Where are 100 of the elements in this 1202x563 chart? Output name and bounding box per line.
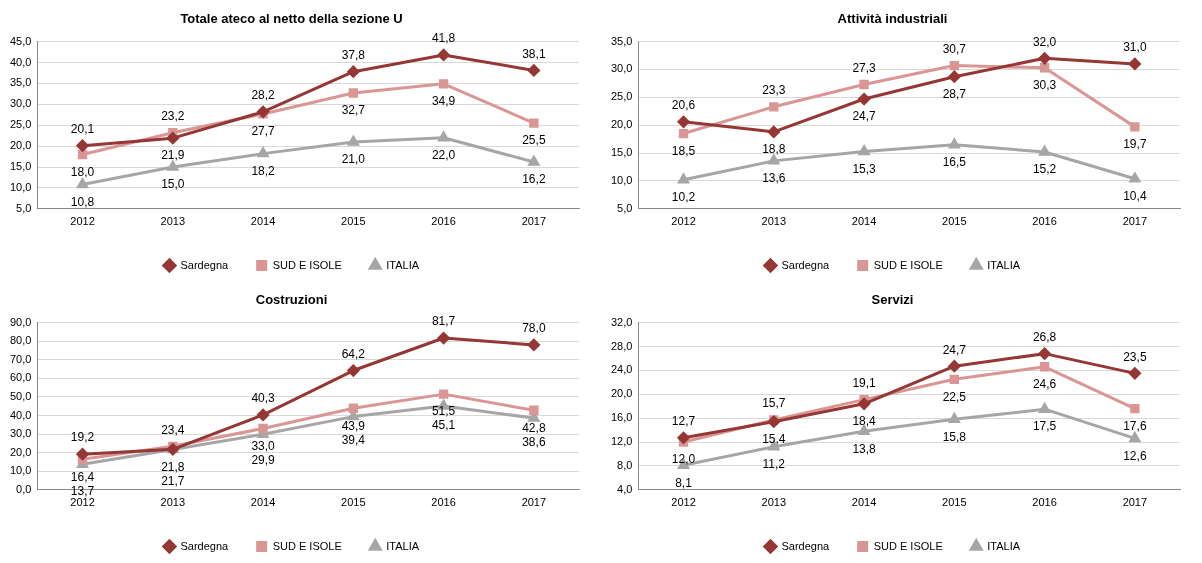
data-label: 33,0 [251,438,276,453]
x-tick-label: 2016 [431,496,456,509]
y-tick-label: 40,0 [9,55,32,68]
data-label: 21,0 [341,152,366,167]
y-tick-label: 15,0 [9,160,32,173]
x-tick-label: 2014 [250,496,276,509]
data-label: 29,9 [251,452,276,467]
data-label: 20,1 [70,121,95,136]
y-tick-label: 60,0 [9,371,32,384]
x-tick-label: 2017 [1122,215,1148,228]
y-tick-label: 10,0 [9,180,32,193]
x-tick-label: 2017 [1122,496,1148,509]
y-tick-label: 5,0 [617,201,633,214]
data-label: 34,9 [431,94,456,109]
x-tick-label: 2014 [851,496,877,509]
legend-label: Sardegna [180,539,230,552]
data-label: 24,7 [942,342,967,357]
y-tick-label: 30,0 [9,427,32,440]
data-label: 25,5 [522,133,546,148]
data-label: 15,0 [161,177,185,192]
data-label: 32,0 [1032,34,1057,49]
data-label: 45,1 [431,418,456,433]
x-tick-label: 2016 [1032,496,1057,509]
data-label: 10,2 [671,190,696,205]
data-label: 28,7 [942,87,967,102]
data-label: 32,7 [341,103,366,118]
x-tick-label: 2015 [341,215,366,228]
data-label: 15,3 [852,161,877,176]
y-tick-label: 45,0 [9,34,32,47]
y-tick-label: 90,0 [9,315,32,328]
y-tick-label: 10,0 [9,464,32,477]
data-label: 24,6 [1032,377,1057,392]
data-label: 20,6 [671,98,696,113]
data-label: 23,3 [762,83,786,98]
x-tick-label: 2014 [851,215,877,228]
x-tick-label: 2012 [70,496,95,509]
data-label: 24,7 [852,109,877,124]
x-tick-label: 2013 [160,215,186,228]
data-label: 81,7 [431,314,456,329]
data-label: 28,2 [251,88,276,103]
x-tick-label: 2012 [671,496,696,509]
data-label: 18,5 [671,143,696,158]
chart-title: Totale ateco al netto della sezione U [180,11,403,27]
x-tick-label: 2016 [1032,215,1057,228]
data-label: 21,8 [161,459,185,474]
y-tick-label: 24,0 [610,363,633,376]
x-tick-label: 2012 [70,215,95,228]
y-tick-label: 80,0 [9,334,32,347]
legend-label: ITALIA [987,539,1021,552]
data-label: 18,0 [70,164,95,179]
data-label: 78,0 [522,321,546,336]
y-tick-label: 35,0 [9,76,32,89]
legend-label: ITALIA [987,258,1021,271]
y-tick-label: 4,0 [617,482,633,495]
y-tick-label: 15,0 [610,146,633,159]
legend-label: SUD E ISOLE [873,258,943,271]
data-label: 10,8 [70,194,95,209]
y-tick-label: 20,0 [9,445,32,458]
data-label: 12,7 [671,414,696,429]
chart-title: Costruzioni [255,292,328,308]
data-label: 12,0 [671,452,696,467]
y-tick-label: 12,0 [610,435,633,448]
x-tick-label: 2015 [341,496,366,509]
data-label: 23,4 [161,422,185,437]
data-label: 11,2 [762,457,786,472]
y-tick-label: 25,0 [9,118,32,131]
chart-title: Attività industriali [837,11,948,27]
data-label: 23,2 [161,109,185,124]
data-label: 15,7 [762,396,786,411]
y-tick-label: 25,0 [610,90,633,103]
y-tick-label: 0,0 [16,482,32,495]
x-tick-label: 2017 [521,215,547,228]
data-label: 41,8 [431,31,456,46]
legend-label: ITALIA [386,258,420,271]
data-label: 22,5 [942,389,967,404]
y-tick-label: 16,0 [610,411,633,424]
y-tick-label: 5,0 [16,201,32,214]
data-label: 15,8 [942,429,967,444]
data-label: 38,6 [522,434,546,449]
y-tick-label: 30,0 [610,62,633,75]
data-label: 26,8 [1032,329,1057,344]
y-tick-label: 20,0 [610,118,633,131]
data-label: 31,0 [1123,40,1147,55]
x-tick-label: 2013 [761,215,787,228]
y-tick-label: 70,0 [9,352,32,365]
x-tick-label: 2016 [431,215,456,228]
data-label: 18,4 [852,414,877,429]
data-label: 19,2 [70,430,95,445]
x-tick-label: 2015 [942,496,967,509]
x-tick-label: 2012 [671,215,696,228]
chart-title: Servizi [871,292,914,308]
data-label: 27,7 [251,124,276,139]
y-tick-label: 32,0 [610,315,633,328]
x-tick-label: 2015 [942,215,967,228]
legend-label: Sardegna [781,258,831,271]
x-tick-label: 2013 [761,496,787,509]
data-label: 19,1 [852,375,877,390]
data-label: 16,4 [70,469,95,484]
legend-label: SUD E ISOLE [272,258,342,271]
data-label: 21,7 [161,473,185,488]
